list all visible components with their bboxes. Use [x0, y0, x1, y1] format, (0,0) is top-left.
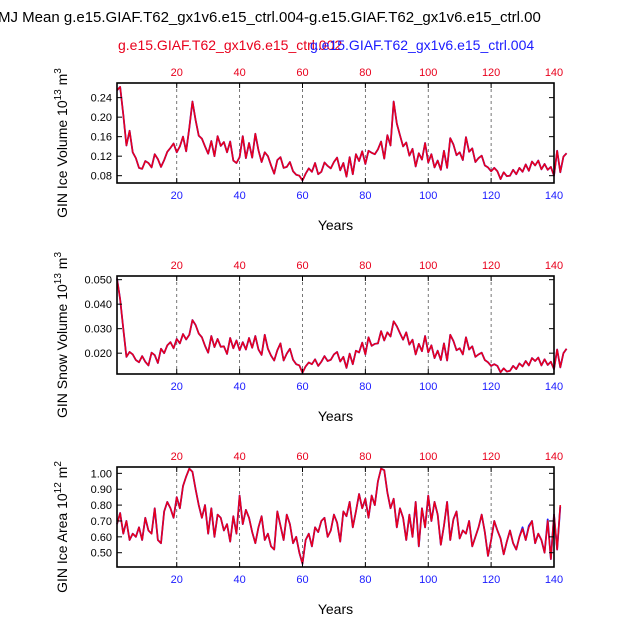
x-tick-label-top: 20: [171, 451, 183, 463]
x-tick-label-bottom: 40: [233, 574, 245, 586]
x-tick-label-bottom: 120: [482, 574, 500, 586]
legend-blue-label: g.e15.GIAF.T62_gx1v6.e15_ctrl.004: [310, 37, 534, 53]
x-tick-label-top: 20: [171, 67, 183, 79]
y-axis-label-part: 3: [53, 252, 64, 258]
x-tick-label-top: 80: [359, 67, 371, 79]
y-tick-label: 0.24: [91, 93, 112, 105]
y-axis-label-part: 2: [53, 461, 64, 467]
x-axis-label: Years: [318, 408, 353, 424]
plot-frame: [116, 466, 555, 568]
plot-frame: [116, 275, 555, 375]
x-tick-label-bottom: 140: [545, 190, 563, 202]
y-tick-label: 0.60: [91, 532, 112, 544]
y-tick-label: 0.50: [91, 548, 112, 560]
y-axis-label-part: m: [54, 467, 70, 483]
y-axis-label-part: 12: [53, 482, 64, 494]
x-tick-label-top: 40: [233, 451, 245, 463]
y-tick-label: 1.00: [91, 468, 112, 480]
x-tick-label-bottom: 140: [545, 574, 563, 586]
x-tick-label-top: 100: [419, 260, 437, 272]
y-tick-label: 0.030: [84, 324, 112, 336]
y-axis-label: GIN Snow Volume 1013 m3: [53, 252, 70, 419]
x-tick-label-top: 60: [296, 260, 308, 272]
legend-red-label: g.e15.GIAF.T62_gx1v6.e15_ctrl.002: [118, 37, 342, 53]
x-tick-label-bottom: 60: [296, 190, 308, 202]
x-tick-label-bottom: 20: [171, 574, 183, 586]
y-axis-label-part: m: [54, 74, 70, 90]
y-tick-label: 0.020: [84, 348, 112, 360]
y-tick-label: 0.90: [91, 484, 112, 496]
series-line-red: [116, 278, 568, 374]
x-tick-label-top: 140: [545, 260, 563, 272]
y-tick-label: 0.050: [84, 275, 112, 287]
x-tick-label-bottom: 60: [296, 574, 308, 586]
y-tick-label: 0.16: [91, 132, 112, 144]
x-tick-label-top: 140: [545, 451, 563, 463]
y-axis-label-part: 13: [53, 273, 64, 285]
x-tick-label-bottom: 80: [359, 574, 371, 586]
y-axis-label-part: 13: [53, 89, 64, 101]
x-tick-label-bottom: 20: [171, 381, 183, 393]
x-tick-label-bottom: 100: [419, 381, 437, 393]
x-tick-label-top: 100: [419, 67, 437, 79]
y-tick-label: 0.040: [84, 299, 112, 311]
panel-ice-area: 0.50 0.60 0.70 0.80 0.90 1.00 20 20 40 40 60 60 80 80…: [53, 451, 563, 617]
x-tick-label-top: 20: [171, 260, 183, 272]
x-tick-label-bottom: 80: [359, 381, 371, 393]
y-axis-label: GIN Ice Area 1012 m2: [53, 461, 70, 593]
x-tick-label-bottom: 40: [233, 190, 245, 202]
y-axis-label-part: GIN Ice Area 10: [54, 493, 70, 593]
y-tick-label: 0.70: [91, 516, 112, 528]
y-axis-label-part: m: [54, 258, 70, 274]
x-tick-label-bottom: 20: [171, 190, 183, 202]
x-tick-label-bottom: 120: [482, 190, 500, 202]
x-tick-label-top: 100: [419, 451, 437, 463]
x-tick-label-top: 80: [359, 260, 371, 272]
x-tick-label-bottom: 40: [233, 381, 245, 393]
x-tick-label-bottom: 100: [419, 574, 437, 586]
x-tick-label-bottom: 60: [296, 381, 308, 393]
x-tick-label-top: 120: [482, 67, 500, 79]
x-tick-label-top: 120: [482, 451, 500, 463]
figure-title: MJ Mean g.e15.GIAF.T62_gx1v6.e15_ctrl.00…: [0, 9, 541, 26]
x-tick-label-bottom: 140: [545, 381, 563, 393]
series-line-red: [116, 86, 568, 182]
y-tick-label: 0.20: [91, 112, 112, 124]
x-tick-label-top: 60: [296, 451, 308, 463]
y-tick-label: 0.80: [91, 500, 112, 512]
x-tick-label-bottom: 120: [482, 381, 500, 393]
y-axis-label-part: GIN Ice Volume 10: [54, 100, 70, 218]
y-axis-label-part: GIN Snow Volume 10: [54, 284, 70, 418]
x-tick-label-top: 60: [296, 67, 308, 79]
series-line-red: [116, 467, 562, 565]
y-tick-label: 0.08: [91, 171, 112, 183]
panel-snow-volume: 0.020 0.030 0.040 0.050 20 20 40 40 60 60 80 80 100 1…: [53, 252, 568, 424]
x-tick-label-bottom: 80: [359, 190, 371, 202]
panel-ice-volume: 0.08 0.12 0.16 0.20 0.24 20 20 40 40 60 60 80 80 100 1…: [53, 67, 568, 233]
x-tick-label-top: 120: [482, 260, 500, 272]
x-axis-label: Years: [318, 217, 353, 233]
x-tick-label-top: 140: [545, 67, 563, 79]
panels: 0.08 0.12 0.16 0.20 0.24 20 20 40 40 60 60 80 80 100 1…: [53, 67, 568, 617]
plot-frame: [116, 82, 555, 184]
x-axis-label: Years: [318, 601, 353, 617]
y-tick-label: 0.12: [91, 151, 112, 163]
x-tick-label-bottom: 100: [419, 190, 437, 202]
x-tick-label-top: 40: [233, 67, 245, 79]
y-axis-label-part: 3: [53, 68, 64, 74]
y-axis-label: GIN Ice Volume 1013 m3: [53, 68, 70, 218]
x-tick-label-top: 40: [233, 260, 245, 272]
x-tick-label-top: 80: [359, 451, 371, 463]
